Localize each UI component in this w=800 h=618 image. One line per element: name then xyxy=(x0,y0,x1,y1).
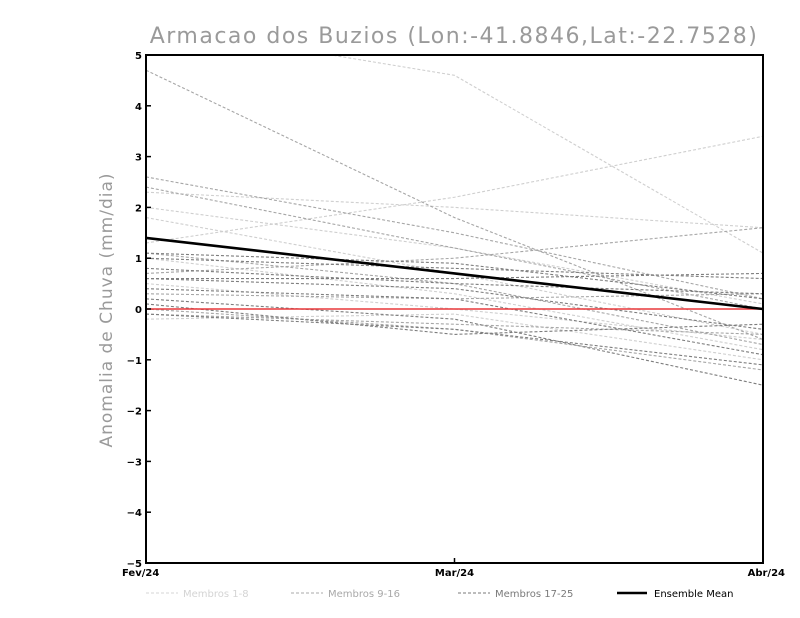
legend-label: Membros 9-16 xyxy=(328,589,400,600)
y-axis-label: Anomalia de Chuva (mm/dia) xyxy=(97,172,117,447)
x-tick-label: Mar/24 xyxy=(435,568,474,579)
legend-label: Membros 17-25 xyxy=(495,589,573,600)
series-group xyxy=(146,55,763,386)
series-line-member-1 xyxy=(146,191,763,229)
plot-area: −5 −4 −3 −2 −1 0 1 2 3 4 5 Fev/24 Mar/24 Abr/24 xyxy=(122,51,785,579)
y-tick-label: −1 xyxy=(127,356,142,367)
legend-label: Ensemble Mean xyxy=(654,589,733,600)
series-line-member-2 xyxy=(146,135,763,244)
series-line-member-23 xyxy=(146,313,763,366)
y-tick-label: 1 xyxy=(135,254,142,265)
y-tick-label: −3 xyxy=(127,457,142,468)
series-line-member-24 xyxy=(146,252,763,300)
series-line-member-13 xyxy=(146,227,763,274)
legend-label: Membros 1-8 xyxy=(183,589,249,600)
chart-title: Armacao dos Buzios (Lon:-41.8846,Lat:-22… xyxy=(150,24,759,49)
series-line-ensemble-mean xyxy=(146,236,763,311)
series-line-member-19 xyxy=(146,277,763,330)
y-tick-label: −5 xyxy=(127,559,142,570)
series-line-member-14 xyxy=(146,293,763,300)
x-tick-label: Fev/24 xyxy=(122,568,159,579)
y-tick-label: 3 xyxy=(135,153,142,164)
series-line-member-20 xyxy=(146,288,763,356)
series-line-member-4 xyxy=(146,206,763,305)
series-line-member-7 xyxy=(146,283,763,341)
y-tick-label: 4 xyxy=(135,102,142,113)
series-line-member-17 xyxy=(146,257,763,280)
series-line-member-6 xyxy=(146,257,763,351)
series-line-member-25 xyxy=(146,272,763,280)
y-tick-label: 5 xyxy=(135,51,142,62)
y-tick-label: −4 xyxy=(127,508,142,519)
y-tick-label: −2 xyxy=(127,407,142,418)
series-line-member-18 xyxy=(146,267,763,295)
series-line-member-3 xyxy=(327,55,763,254)
series-line-member-12 xyxy=(146,252,763,346)
series-line-member-8 xyxy=(146,313,763,361)
series-line-member-22 xyxy=(146,303,763,335)
y-tick-label: 2 xyxy=(135,203,142,214)
series-line-member-21 xyxy=(146,298,763,386)
series-line-member-16 xyxy=(146,313,763,335)
series-line-member-15 xyxy=(146,308,763,371)
series-line-member-10 xyxy=(146,176,763,300)
series-line-member-9 xyxy=(146,69,763,340)
x-tick-label: Abr/24 xyxy=(748,568,785,579)
y-tick-label: 0 xyxy=(135,305,142,316)
legend: Membros 1-8 Membros 9-16 Membros 17-25 Ense… xyxy=(146,589,733,600)
